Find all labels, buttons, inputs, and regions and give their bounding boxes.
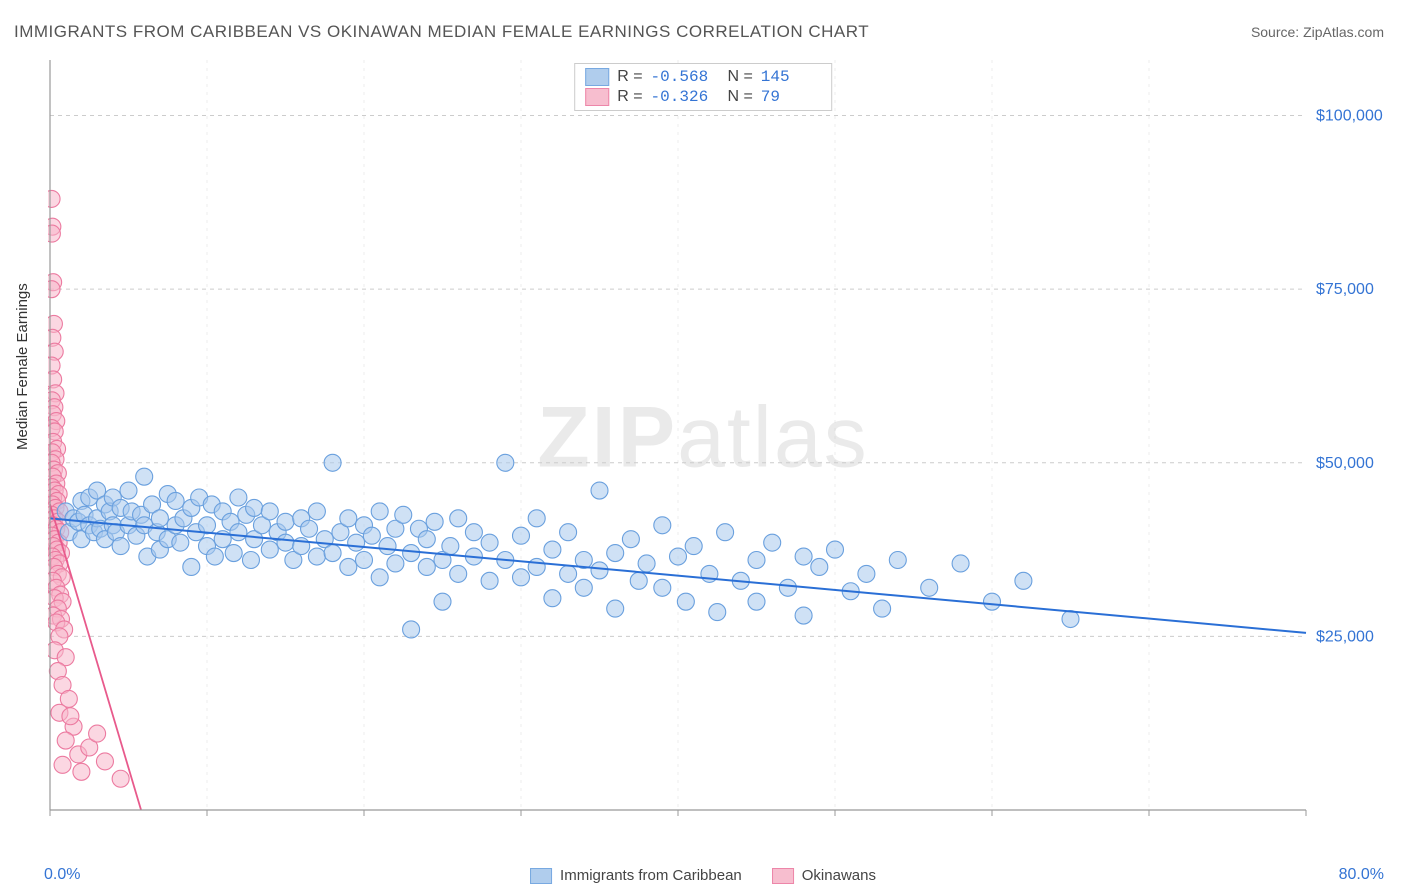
svg-text:$25,000: $25,000 [1316, 628, 1374, 645]
x-axis-start: 0.0% [44, 866, 80, 884]
source-attribution: Source: ZipAtlas.com [1251, 24, 1384, 40]
r-label: R = [617, 68, 642, 86]
swatch-pink [772, 868, 794, 884]
n-label: N = [719, 88, 753, 106]
n-value-pink: 79 [761, 88, 821, 106]
chart-title: IMMIGRANTS FROM CARIBBEAN VS OKINAWAN ME… [14, 22, 869, 42]
y-axis-label: Median Female Earnings [14, 283, 31, 450]
series-legend: Immigrants from Caribbean Okinawans [530, 867, 876, 884]
svg-text:$50,000: $50,000 [1316, 455, 1374, 472]
chart-container: IMMIGRANTS FROM CARIBBEAN VS OKINAWAN ME… [0, 0, 1406, 892]
source-value: ZipAtlas.com [1303, 24, 1384, 40]
legend-label-pink: Okinawans [802, 867, 876, 884]
x-axis-end: 80.0% [1339, 866, 1384, 884]
r-label: R = [617, 88, 642, 106]
r-value-pink: -0.326 [651, 88, 711, 106]
correlation-legend: R = -0.568 N = 145 R = -0.326 N = 79 [574, 63, 832, 111]
correlation-row-pink: R = -0.326 N = 79 [585, 88, 821, 106]
n-value-blue: 145 [761, 68, 821, 86]
legend-item-pink: Okinawans [772, 867, 876, 884]
scatter-plot: $25,000 $50,000 $75,000 $100,000 [48, 58, 1388, 848]
swatch-pink [585, 88, 609, 106]
swatch-blue [585, 68, 609, 86]
svg-text:$75,000: $75,000 [1316, 281, 1374, 298]
r-value-blue: -0.568 [651, 68, 711, 86]
source-label: Source: [1251, 24, 1303, 40]
n-label: N = [719, 68, 753, 86]
legend-label-blue: Immigrants from Caribbean [560, 867, 742, 884]
legend-item-blue: Immigrants from Caribbean [530, 867, 742, 884]
svg-text:$100,000: $100,000 [1316, 108, 1383, 125]
correlation-row-blue: R = -0.568 N = 145 [585, 68, 821, 86]
swatch-blue [530, 868, 552, 884]
